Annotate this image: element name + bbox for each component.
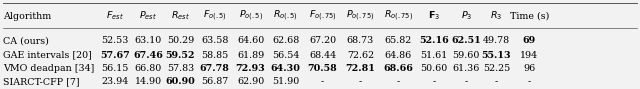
Text: 67.78: 67.78 [200, 64, 230, 73]
Text: -: - [495, 77, 498, 86]
Text: $F_{o(.5)}$: $F_{o(.5)}$ [203, 9, 227, 23]
Text: 51.61: 51.61 [420, 51, 448, 60]
Text: 62.68: 62.68 [272, 36, 300, 45]
Text: 66.80: 66.80 [135, 64, 162, 73]
Text: 51.90: 51.90 [272, 77, 300, 86]
Text: 52.16: 52.16 [419, 36, 449, 45]
Text: 52.25: 52.25 [483, 64, 510, 73]
Text: 59.52: 59.52 [166, 51, 195, 60]
Text: 56.54: 56.54 [272, 51, 300, 60]
Text: 68.73: 68.73 [347, 36, 374, 45]
Text: $F_\mathit{est}$: $F_\mathit{est}$ [106, 10, 124, 22]
Text: $R_3$: $R_3$ [490, 10, 502, 22]
Text: 60.90: 60.90 [166, 77, 195, 86]
Text: 57.83: 57.83 [167, 64, 194, 73]
Text: -: - [321, 77, 324, 86]
Text: GAE intervals [20]: GAE intervals [20] [3, 51, 92, 60]
Text: Time (s): Time (s) [509, 11, 549, 21]
Text: 64.60: 64.60 [237, 36, 264, 45]
Text: $R_{o(.5)}$: $R_{o(.5)}$ [273, 9, 298, 23]
Text: 55.13: 55.13 [481, 51, 511, 60]
Text: 65.82: 65.82 [385, 36, 412, 45]
Text: 61.89: 61.89 [237, 51, 264, 60]
Text: 56.15: 56.15 [102, 64, 129, 73]
Text: 70.58: 70.58 [308, 64, 337, 73]
Text: -: - [433, 77, 436, 86]
Text: 62.51: 62.51 [451, 36, 481, 45]
Text: 68.66: 68.66 [383, 64, 413, 73]
Text: VMO deadpan [34]: VMO deadpan [34] [3, 64, 95, 73]
Text: 57.67: 57.67 [100, 51, 130, 60]
Text: 23.94: 23.94 [102, 77, 129, 86]
Text: 61.36: 61.36 [452, 64, 480, 73]
Text: $P_{o(.5)}$: $P_{o(.5)}$ [239, 9, 262, 23]
Text: 67.46: 67.46 [134, 51, 163, 60]
Text: 63.58: 63.58 [201, 36, 228, 45]
Text: 69: 69 [523, 36, 536, 45]
Text: 72.93: 72.93 [236, 64, 266, 73]
Text: $R_\mathit{est}$: $R_\mathit{est}$ [171, 10, 190, 22]
Text: Algorithm: Algorithm [3, 11, 51, 21]
Text: 72.81: 72.81 [346, 64, 375, 73]
Text: 64.30: 64.30 [271, 64, 301, 73]
Text: 14.90: 14.90 [135, 77, 162, 86]
Text: 67.20: 67.20 [309, 36, 336, 45]
Text: 96: 96 [523, 64, 536, 73]
Text: 72.62: 72.62 [347, 51, 374, 60]
Text: 52.53: 52.53 [102, 36, 129, 45]
Text: 50.29: 50.29 [167, 36, 194, 45]
Text: 63.10: 63.10 [135, 36, 162, 45]
Text: SIARCT-CFP [7]: SIARCT-CFP [7] [3, 77, 80, 86]
Text: $P_\mathit{est}$: $P_\mathit{est}$ [140, 10, 157, 22]
Text: $F_{o(.75)}$: $F_{o(.75)}$ [308, 9, 337, 23]
Text: -: - [396, 77, 400, 86]
Text: 68.44: 68.44 [309, 51, 336, 60]
Text: 50.60: 50.60 [420, 64, 448, 73]
Text: 64.86: 64.86 [385, 51, 412, 60]
Text: 58.85: 58.85 [201, 51, 228, 60]
Text: $R_{o(.75)}$: $R_{o(.75)}$ [383, 9, 413, 23]
Text: 194: 194 [520, 51, 538, 60]
Text: -: - [358, 77, 362, 86]
Text: 56.87: 56.87 [201, 77, 228, 86]
Text: $\mathbf{F}_3$: $\mathbf{F}_3$ [428, 10, 440, 22]
Text: -: - [465, 77, 468, 86]
Text: 62.90: 62.90 [237, 77, 264, 86]
Text: 59.60: 59.60 [452, 51, 480, 60]
Text: $P_{o(.75)}$: $P_{o(.75)}$ [346, 9, 374, 23]
Text: 49.78: 49.78 [483, 36, 510, 45]
Text: CA (ours): CA (ours) [3, 36, 49, 45]
Text: $P_3$: $P_3$ [461, 10, 472, 22]
Text: -: - [527, 77, 531, 86]
